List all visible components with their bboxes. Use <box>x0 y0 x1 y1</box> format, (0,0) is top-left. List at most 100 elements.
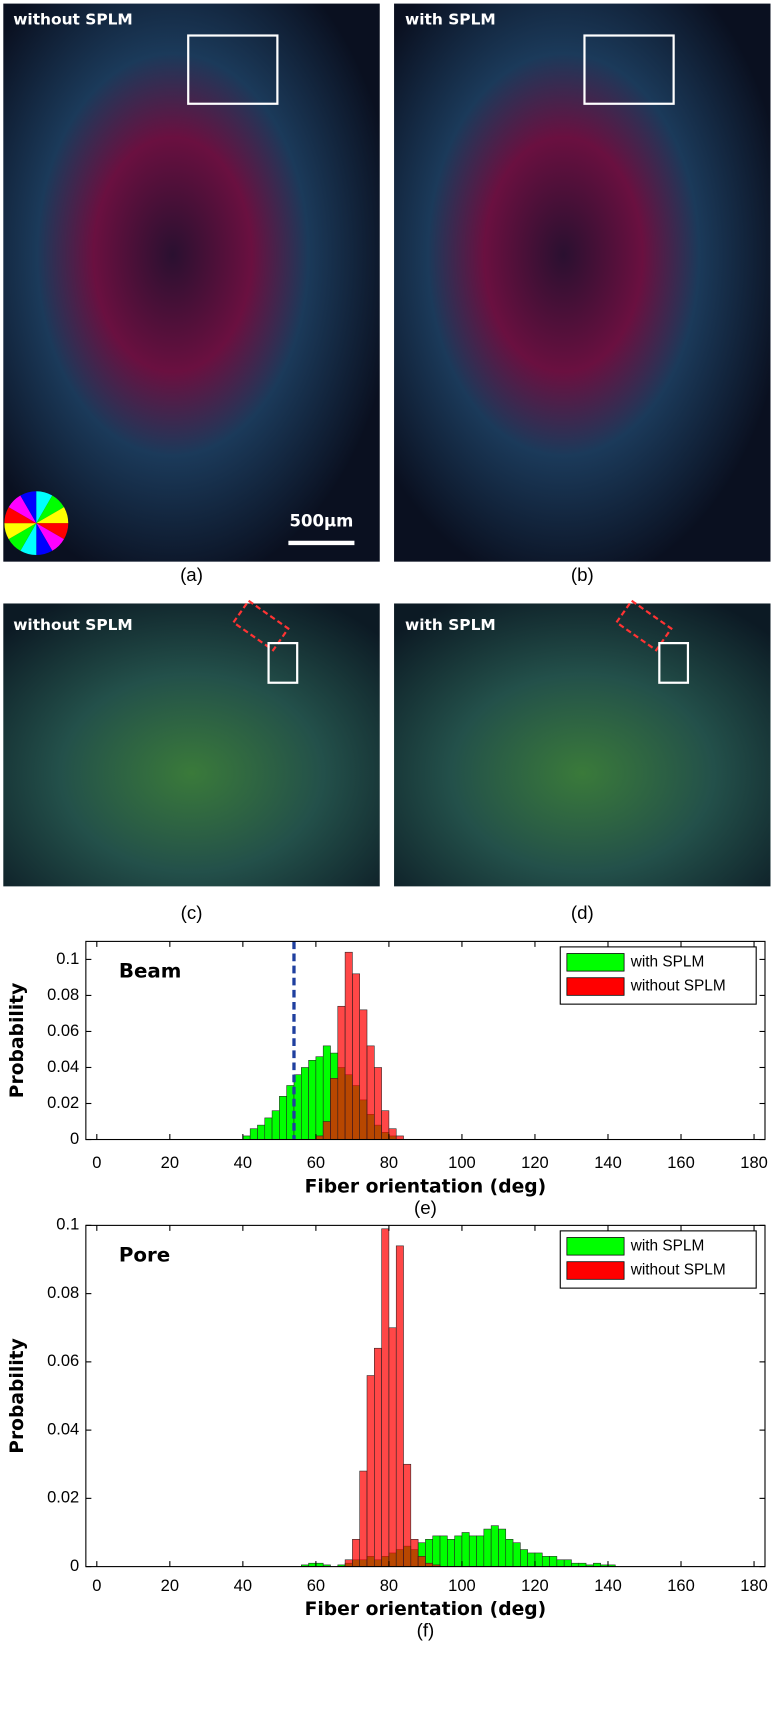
histogram-bar <box>541 1556 550 1567</box>
histogram-bar <box>556 1559 565 1567</box>
histogram-bar <box>366 1045 375 1140</box>
y-tick-label: 0.06 <box>47 1022 79 1040</box>
histogram-bar <box>279 1096 287 1140</box>
x-tick-label: 100 <box>448 1154 476 1172</box>
histogram-bar <box>344 1559 353 1567</box>
wheel-wedge <box>8 495 37 524</box>
histogram-bar <box>490 1525 499 1567</box>
y-tick-label: 0.1 <box>56 950 79 968</box>
y-axis-label: Probability <box>7 983 28 1099</box>
histogram-bar <box>563 1559 572 1567</box>
histogram-bar <box>417 1556 426 1567</box>
legend-swatch <box>566 977 625 996</box>
wheel-wedge <box>36 491 53 524</box>
histogram-bar <box>439 1535 448 1567</box>
y-tick-label: 0 <box>70 1130 79 1148</box>
wheel-wedge <box>4 507 37 524</box>
histogram-bar <box>381 1228 390 1567</box>
caption: (f) <box>417 1619 435 1640</box>
histogram-bar <box>527 1552 536 1567</box>
wheel-wedge <box>36 495 64 524</box>
histogram-bar <box>483 1528 492 1567</box>
wheel-wedge <box>36 507 69 524</box>
image-a <box>3 3 380 562</box>
histogram-bar <box>425 1539 434 1567</box>
histogram-bar <box>410 1539 419 1567</box>
histogram-bar <box>461 1532 470 1567</box>
histogram-bar <box>395 1245 404 1567</box>
histogram-bar <box>344 951 353 1140</box>
histogram-bar <box>352 1539 360 1567</box>
legend-label: with SPLM <box>630 1237 705 1254</box>
x-tick-label: 160 <box>667 1577 695 1595</box>
legend-label: without SPLM <box>630 978 726 995</box>
axes-frame <box>85 1224 766 1568</box>
panel-caption: (a) <box>180 564 203 585</box>
wheel-wedge <box>4 523 37 540</box>
histogram-bar <box>534 1552 543 1567</box>
histogram-bar <box>388 1327 397 1567</box>
x-tick-label: 20 <box>161 1577 179 1595</box>
histogram-bar <box>468 1535 477 1567</box>
color-wheel <box>4 491 69 556</box>
legend-label: without SPLM <box>630 1262 726 1279</box>
legend-swatch <box>566 953 625 972</box>
legend-swatch <box>566 1237 625 1256</box>
x-tick-label: 0 <box>92 1154 101 1172</box>
x-tick-label: 40 <box>234 1577 252 1595</box>
wheel-wedge <box>20 523 37 556</box>
x-tick-label: 80 <box>380 1154 398 1172</box>
histogram-bar <box>381 1110 390 1140</box>
histogram-bar <box>301 1067 309 1140</box>
panel-label: without SPLM <box>13 11 133 29</box>
x-tick-label: 160 <box>667 1154 695 1172</box>
axes-frame <box>85 940 766 1141</box>
histogram-bar <box>454 1535 463 1567</box>
y-axis-label: Probability <box>7 1338 28 1454</box>
x-tick-label: 120 <box>521 1577 549 1595</box>
wheel-wedge <box>8 523 37 551</box>
panel-label: with SPLM <box>405 616 496 634</box>
wheel-wedge <box>36 523 53 556</box>
panel-caption: (c) <box>181 902 203 923</box>
histogram-bar <box>359 1470 368 1567</box>
annotation: Beam <box>119 960 182 983</box>
y-tick-label: 0.1 <box>56 1216 79 1234</box>
x-tick-label: 100 <box>448 1577 476 1595</box>
scale-bar-label: 500μm <box>290 512 354 531</box>
histogram-bar <box>388 1128 397 1140</box>
histogram-bar <box>447 1539 455 1567</box>
wheel-wedge <box>36 523 69 540</box>
y-tick-label: 0.08 <box>47 986 79 1004</box>
histogram-bar <box>549 1556 558 1567</box>
histogram-bar <box>374 1067 382 1140</box>
y-tick-label: 0.08 <box>47 1284 79 1302</box>
histogram-bar <box>337 1005 346 1140</box>
histogram-bar <box>352 973 360 1140</box>
x-tick-label: 20 <box>161 1154 179 1172</box>
histogram-bar <box>322 1121 331 1140</box>
caption: (e) <box>414 1197 437 1218</box>
y-tick-label: 0.06 <box>47 1352 79 1370</box>
panel-label: with SPLM <box>405 11 496 29</box>
x-tick-label: 140 <box>594 1154 622 1172</box>
histogram-bar <box>505 1539 514 1567</box>
histogram-bar <box>271 1110 280 1140</box>
histogram-bar <box>330 1078 339 1140</box>
histogram-bar <box>432 1535 441 1567</box>
y-tick-label: 0.02 <box>47 1489 79 1507</box>
y-tick-label: 0.04 <box>47 1058 79 1076</box>
image-c <box>3 599 380 887</box>
histogram-bar <box>359 1009 368 1140</box>
x-tick-label: 180 <box>740 1577 768 1595</box>
annotation: Pore <box>119 1244 170 1267</box>
histogram-bar <box>520 1549 528 1567</box>
histogram-bar <box>264 1117 273 1140</box>
image-d <box>394 599 771 887</box>
y-tick-label: 0.02 <box>47 1094 79 1112</box>
image-b <box>394 3 771 562</box>
wheel-wedge <box>20 491 37 524</box>
y-tick-label: 0 <box>70 1557 79 1575</box>
